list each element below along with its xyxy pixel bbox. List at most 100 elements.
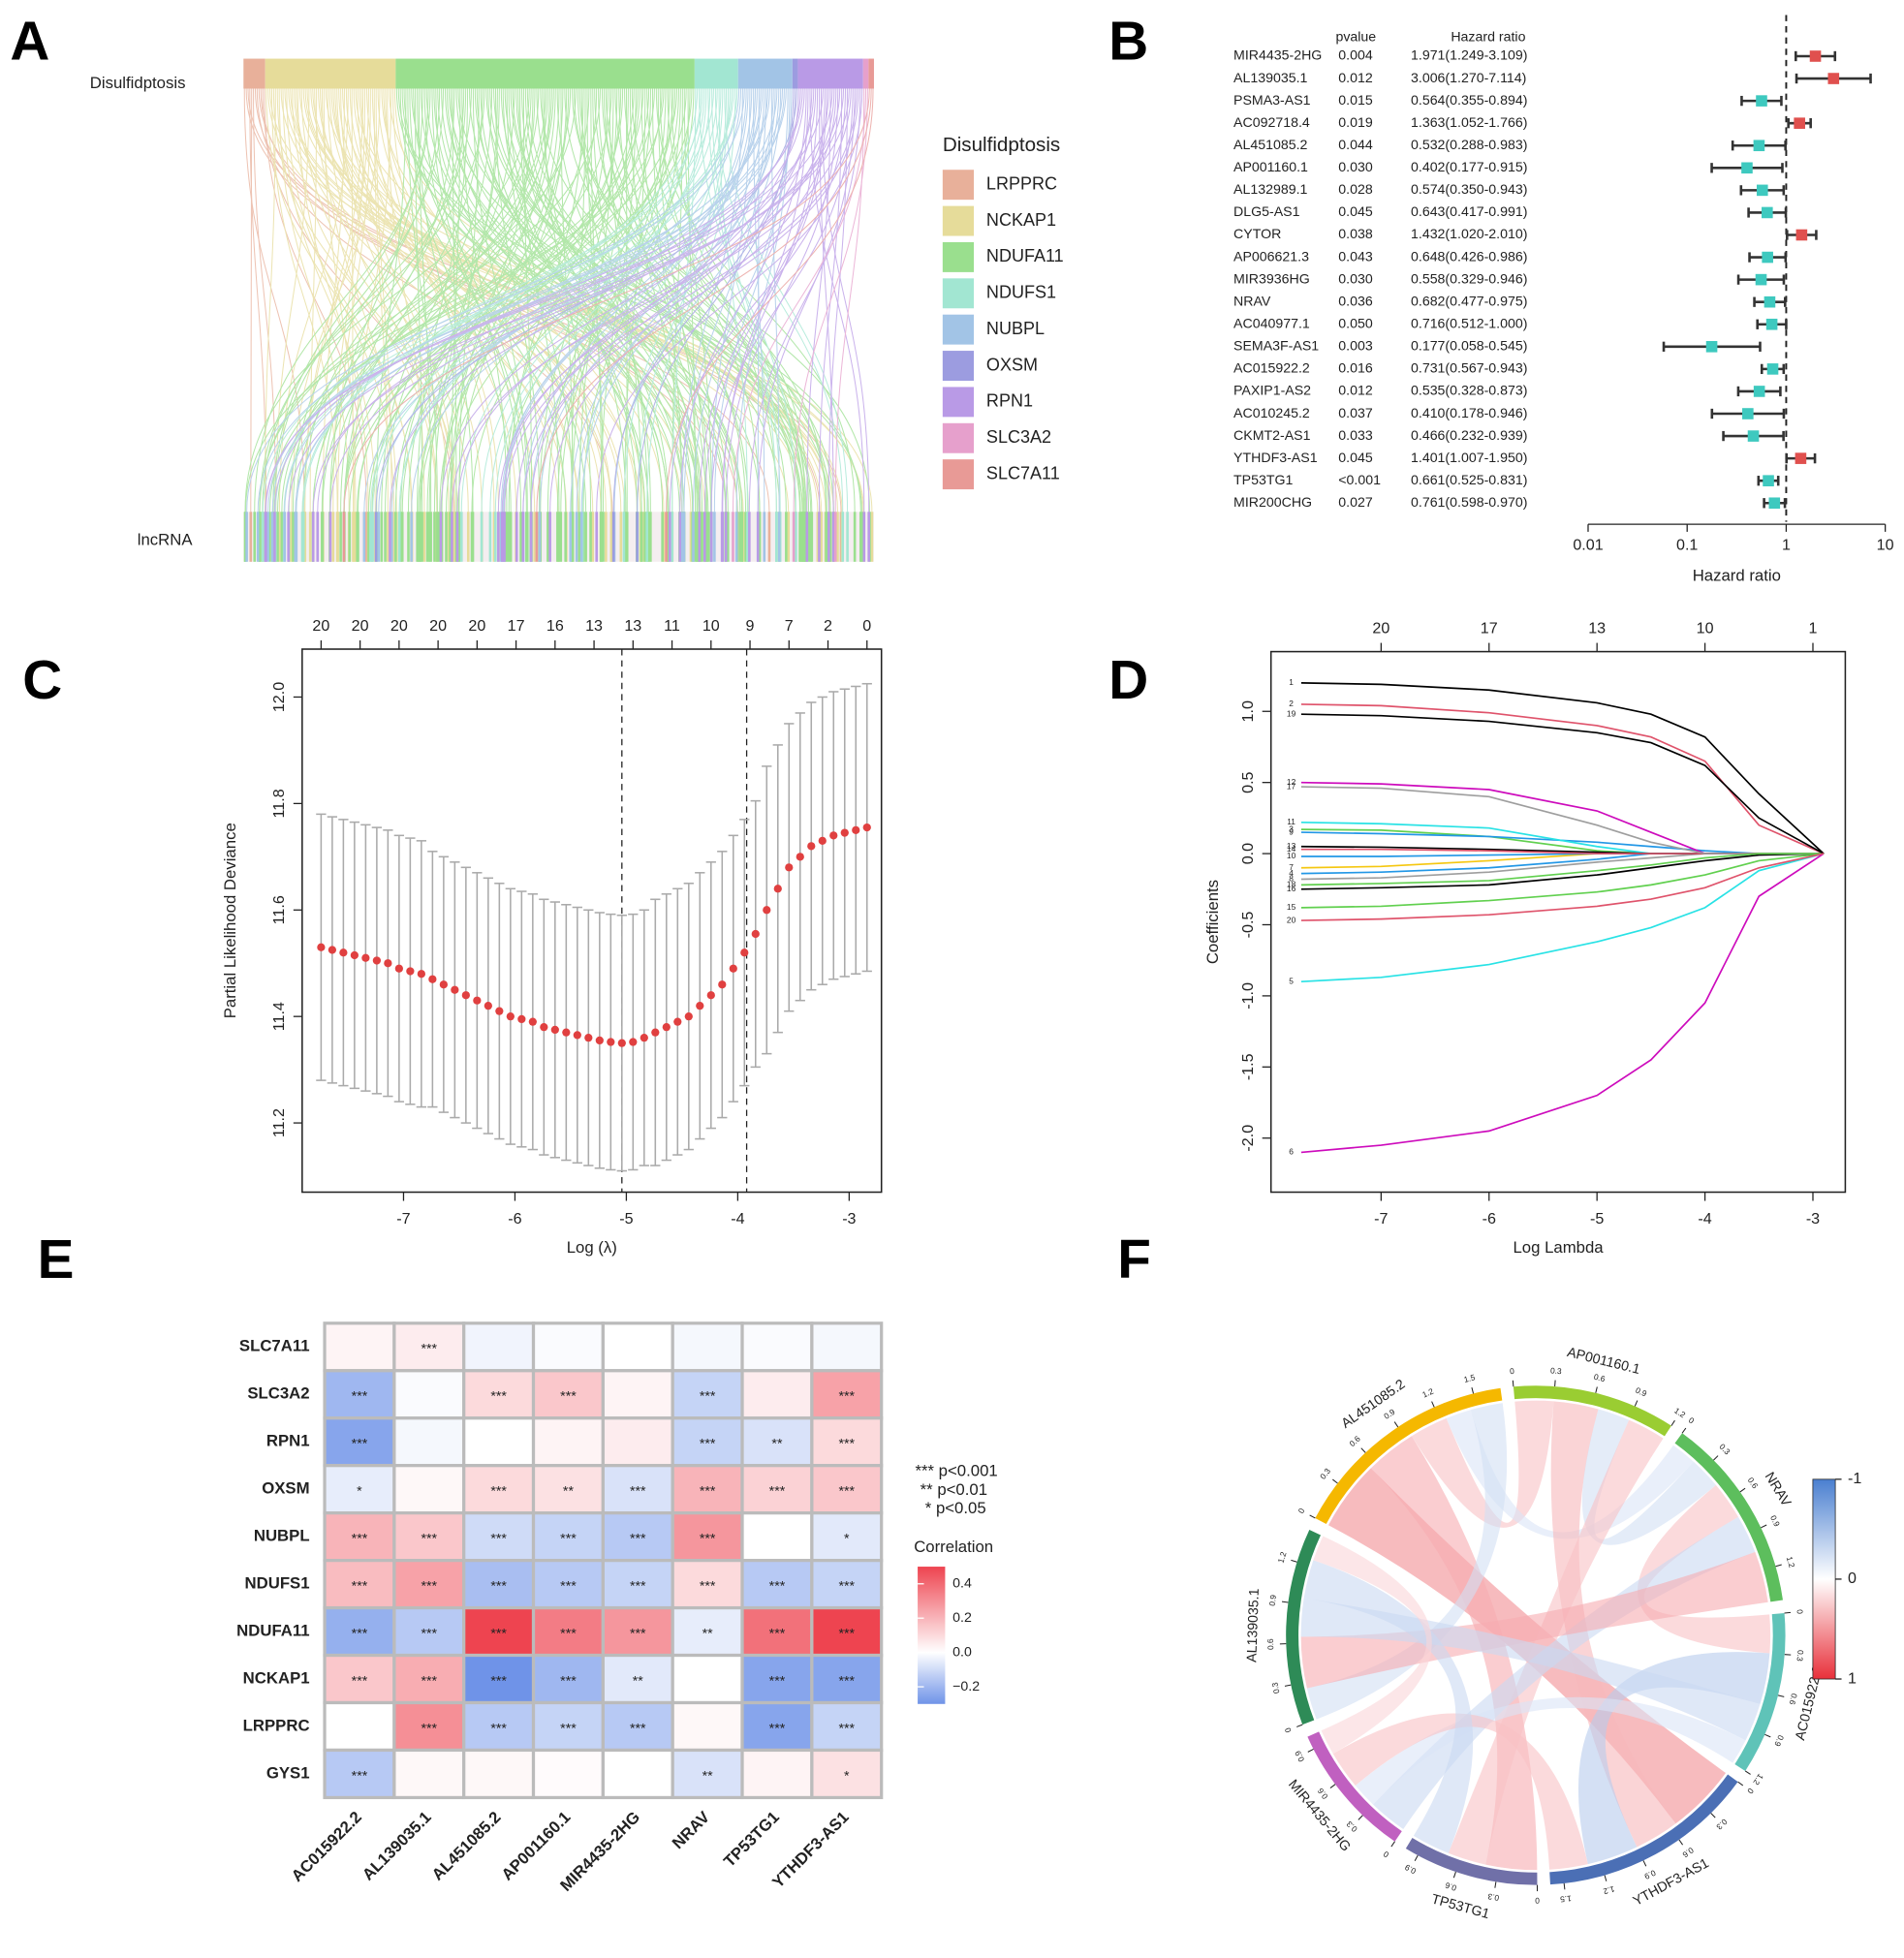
legend-swatch (942, 241, 975, 272)
point (384, 959, 392, 968)
cell (601, 1559, 674, 1610)
cell (531, 1748, 605, 1800)
lncrna-stripe (640, 512, 643, 562)
ribbon (1581, 1409, 1716, 1545)
link (366, 88, 594, 513)
cell (323, 1748, 396, 1800)
row-pvalue: 0.003 (1338, 339, 1373, 355)
series-label: 15 (1287, 902, 1296, 912)
lncrna-stripe (447, 512, 451, 562)
sector-tick (1710, 1813, 1716, 1818)
sector-tick-label: 1.2 (1276, 1550, 1289, 1564)
sector-tick-label: 0.9 (1267, 1594, 1278, 1606)
row-label: OXSM (262, 1479, 309, 1498)
lncrna-stripe (268, 512, 271, 562)
link (281, 88, 644, 513)
link (385, 88, 495, 513)
legend-swatch (942, 387, 975, 418)
significance-label: ** (563, 1483, 575, 1499)
cell (810, 1559, 884, 1610)
lncrna-stripe (870, 512, 874, 562)
legend-swatch (942, 170, 975, 201)
row-hr-label: 1.401(1.007-1.950) (1411, 451, 1527, 466)
lncrna-stripe (410, 512, 413, 562)
series-label: 19 (1287, 708, 1296, 718)
significance-label: *** (421, 1342, 438, 1357)
lncrna-stripe (820, 512, 824, 562)
lncrna-stripe (427, 512, 431, 562)
sector-tick-label: 0.9 (1642, 1868, 1657, 1881)
row-pvalue: 0.004 (1338, 48, 1373, 64)
row-pvalue: 0.033 (1338, 428, 1373, 444)
cell (323, 1369, 396, 1420)
significance-label: *** (421, 1578, 438, 1594)
row-hr-label: 0.643(0.417-0.991) (1411, 204, 1527, 220)
cell (740, 1321, 814, 1373)
link (683, 88, 767, 513)
link (275, 88, 310, 513)
link (504, 88, 858, 513)
lncrna-stripe (369, 512, 372, 562)
link (272, 88, 458, 513)
link (262, 88, 472, 513)
significance-label: * (844, 1768, 850, 1784)
point (495, 1007, 504, 1015)
significance-label: *** (560, 1721, 577, 1736)
point (785, 863, 794, 872)
row-pvalue: 0.044 (1338, 138, 1373, 153)
sector-tick (1284, 1684, 1292, 1687)
series-label: 2 (1289, 699, 1294, 708)
lncrna-stripe (392, 512, 395, 562)
link (250, 88, 253, 513)
top-tick-label: 13 (1588, 620, 1606, 637)
link (292, 88, 438, 513)
link (340, 88, 455, 513)
lncrna-stripe (816, 512, 820, 562)
link (732, 88, 867, 513)
coefficient-path (1300, 853, 1825, 983)
lncrna-stripe (256, 512, 260, 562)
row-label: LRPPRC (243, 1716, 310, 1734)
point (406, 967, 415, 976)
row-name: TP53TG1 (1233, 473, 1293, 488)
lncrna-stripe (278, 512, 281, 562)
link (420, 88, 649, 513)
link (363, 88, 785, 513)
lncrna-stripe (492, 512, 496, 562)
link (571, 88, 629, 513)
y-tick-label: -0.5 (1239, 912, 1257, 939)
top-tick-label: 10 (1697, 620, 1714, 637)
link (300, 88, 455, 513)
cell (671, 1464, 744, 1515)
lncrna-stripe (579, 512, 583, 562)
point (461, 991, 470, 1000)
lncrna-stripe (433, 512, 436, 562)
link (264, 88, 367, 513)
significance-label: *** (352, 1768, 368, 1784)
sector-tick-label: 0 (1295, 1507, 1306, 1515)
cell (740, 1511, 814, 1563)
significance-label: *** (490, 1531, 507, 1546)
significance-label: *** (769, 1483, 786, 1499)
sector-tick (1360, 1447, 1366, 1453)
hr-point (1809, 50, 1822, 62)
point (372, 956, 381, 965)
gene-block (243, 58, 265, 89)
lncrna-stripe (668, 512, 671, 562)
row-label: NDUFS1 (245, 1574, 310, 1593)
link (441, 88, 598, 513)
row-pvalue: 0.036 (1338, 294, 1373, 309)
row-name: NRAV (1233, 294, 1271, 309)
significance-label: *** (352, 1389, 368, 1405)
significance-label: *** (839, 1626, 856, 1641)
link (699, 88, 826, 513)
sector-tick-label: 0 (1745, 1787, 1756, 1796)
row-hr-label: 1.363(1.052-1.766) (1411, 115, 1527, 131)
lncrna-stripe (867, 512, 870, 562)
point (339, 948, 348, 957)
row-pvalue: 0.043 (1338, 249, 1373, 264)
ribbon (1313, 1536, 1432, 1755)
lncrna-stripe (767, 512, 771, 562)
row-label: GYS1 (266, 1763, 310, 1782)
